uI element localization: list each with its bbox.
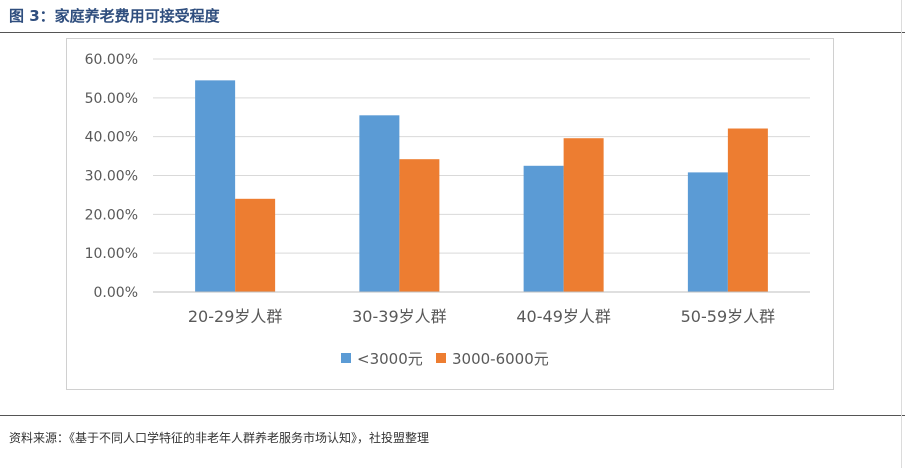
top-rule <box>0 32 905 33</box>
y-tick-label: 0.00% <box>94 285 138 301</box>
legend-swatch <box>341 353 351 363</box>
bar-under-3000-4 <box>687 172 728 292</box>
y-tick-label: 50.00% <box>85 91 138 107</box>
y-tick-label: 20.00% <box>85 207 138 223</box>
legend: <3000元 3000-6000元 <box>341 350 549 368</box>
bar-under-3000-1 <box>195 80 236 292</box>
y-tick-label: 10.00% <box>85 246 138 262</box>
bar-under-3000-3 <box>523 165 564 292</box>
y-tick-label: 60.00% <box>85 52 138 68</box>
bar-3000-6000-3 <box>563 138 604 292</box>
legend-label: <3000元 <box>357 350 423 368</box>
x-tick-label: 30-39岁人群 <box>352 307 447 326</box>
bars <box>195 80 768 292</box>
x-tick-label: 50-59岁人群 <box>681 307 776 326</box>
bar-3000-6000-1 <box>235 198 276 292</box>
y-axis-ticks: 0.00% 10.00% 20.00% 30.00% 40.00% 50.00% 60.00… <box>85 52 138 301</box>
page-edge <box>901 0 902 468</box>
bar-under-3000-2 <box>359 115 400 292</box>
source-note: 资料来源：《基于不同人口学特征的非老年人群养老服务市场认知》，社投盟整理 <box>9 431 430 445</box>
x-axis-ticks: 20-29岁人群 30-39岁人群 40-49岁人群 50-59岁人群 <box>188 307 775 326</box>
legend-label: 3000-6000元 <box>452 350 549 368</box>
y-tick-label: 40.00% <box>85 130 138 146</box>
legend-swatch <box>436 353 446 363</box>
y-tick-label: 30.00% <box>85 169 138 185</box>
bar-3000-6000-2 <box>399 159 440 292</box>
x-tick-label: 40-49岁人群 <box>516 307 611 326</box>
x-tick-label: 20-29岁人群 <box>188 307 283 326</box>
bar-3000-6000-4 <box>727 128 768 292</box>
bottom-rule <box>0 415 905 416</box>
figure-title: 图 3：家庭养老费用可接受程度 <box>9 7 220 25</box>
